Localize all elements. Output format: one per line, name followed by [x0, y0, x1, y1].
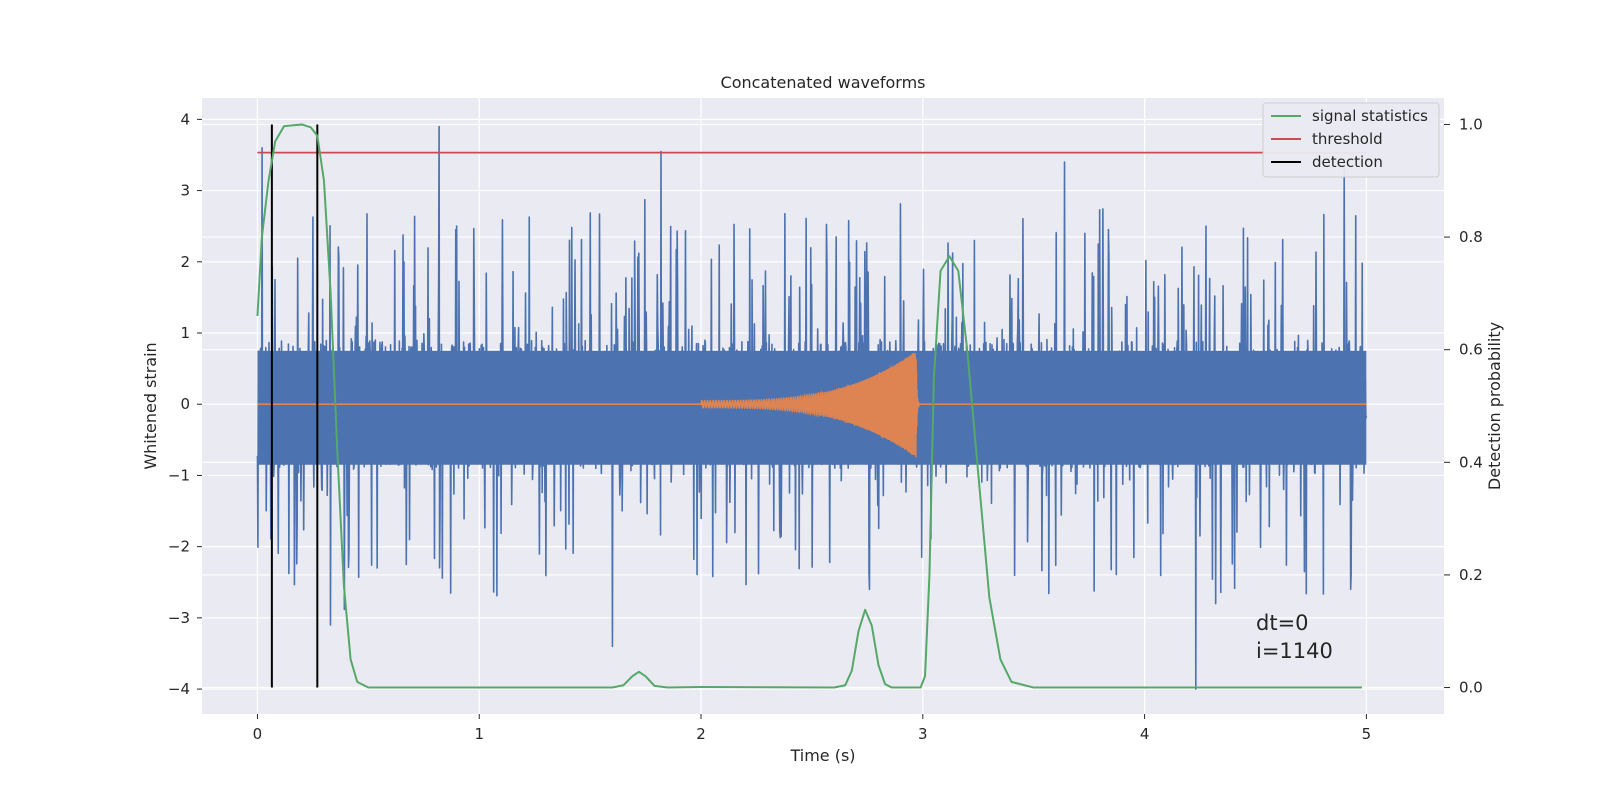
legend-label-threshold: threshold	[1312, 130, 1383, 148]
y-tick-label: 2	[180, 253, 190, 271]
legend-box	[1262, 102, 1440, 178]
y-tick-label: −2	[168, 538, 190, 556]
annotation: dt=0 i=1140	[1256, 611, 1333, 663]
series-signal-statistics-line	[256, 123, 1362, 689]
series-injected-waveform-line	[257, 353, 1367, 458]
legend-label-signal-statistics: signal statistics	[1312, 107, 1428, 125]
y2-tick-label: 0.8	[1459, 228, 1483, 246]
y-tick-label: −3	[168, 609, 190, 627]
x-tick-label: 3	[918, 725, 928, 743]
chart-title: Concatenated waveforms	[721, 73, 926, 92]
annotation-index: i=1140	[1256, 639, 1333, 663]
legend: signal statistics threshold detection	[1262, 102, 1440, 178]
y2-tick-label: 0.0	[1459, 679, 1483, 697]
y-tick-label: 3	[180, 182, 190, 200]
annotation-dt: dt=0	[1256, 611, 1309, 635]
y-tick-label: 0	[180, 395, 190, 413]
x-axis-label: Time (s)	[789, 746, 855, 765]
x-tick-label: 2	[696, 725, 706, 743]
y2-tick-label: 0.2	[1459, 566, 1483, 584]
x-tick-label: 1	[474, 725, 484, 743]
y-axis-label: Whitened strain	[141, 342, 160, 469]
y2-tick-label: 0.6	[1459, 341, 1483, 359]
legend-label-detection: detection	[1312, 153, 1383, 171]
y-tick-label: 1	[180, 324, 190, 342]
y2-tick-label: 1.0	[1459, 115, 1483, 133]
x-tick-label: 5	[1362, 725, 1372, 743]
x-tick-label: 0	[253, 725, 263, 743]
data-layer	[256, 123, 1368, 690]
x-tick-label: 4	[1140, 725, 1150, 743]
y2-axis-label: Detection probability	[1485, 322, 1504, 490]
tick-layer: 0 1 2 3 4 5 −4 −3 −2 −1 0 1 2 3 4 0.0 0.2 0.4 0.6 0.8 1.0	[168, 110, 1483, 743]
y2-tick-label: 0.4	[1459, 453, 1483, 471]
y-tick-label: −4	[168, 680, 190, 698]
y-tick-label: 4	[180, 110, 190, 128]
y-tick-label: −1	[168, 466, 190, 484]
